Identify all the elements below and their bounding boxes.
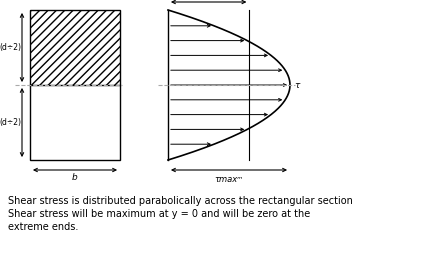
Text: (d÷2): (d÷2) [0, 43, 21, 52]
Bar [30, 10, 120, 160]
Bar [30, 10, 120, 85]
Text: b: b [72, 174, 78, 182]
Text: τ: τ [294, 81, 299, 90]
Text: (d÷2): (d÷2) [0, 118, 21, 127]
Text: τmaxᵐ: τmaxᵐ [215, 175, 243, 184]
Text: Shear stress is distributed parabolically across the rectangular section
Shear s: Shear stress is distributed parabolicall… [8, 196, 353, 232]
